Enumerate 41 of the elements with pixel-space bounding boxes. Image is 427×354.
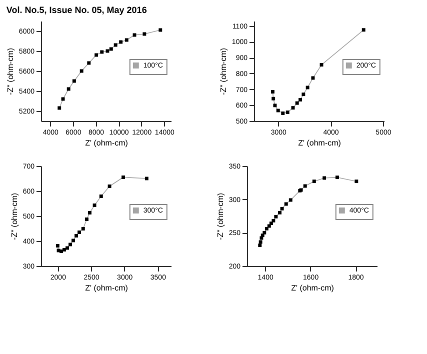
point [335, 176, 339, 180]
point [298, 98, 302, 102]
x-axis-title: Z' (ohm-cm) [298, 138, 342, 148]
point [81, 227, 85, 230]
y-axis-title: -Z'' (ohm-cm) [218, 48, 228, 96]
point [312, 180, 316, 184]
x-axis-title: Z' (ohm-cm) [291, 284, 334, 292]
point [122, 176, 125, 179]
point [295, 101, 299, 105]
x-axis-title: Z' (ohm-cm) [85, 284, 128, 292]
point [274, 214, 278, 218]
point [108, 184, 112, 188]
point [302, 92, 306, 96]
point [60, 250, 63, 253]
x-axis-title: Z' (ohm-cm) [85, 138, 128, 148]
point [258, 244, 262, 248]
point [262, 230, 266, 234]
point [270, 90, 274, 94]
text: Vol. No.5, Issue No. 05, May 2016 [6, 5, 147, 15]
y-axis-title: -Z'' (ohm-cm) [6, 48, 15, 96]
point [264, 226, 268, 230]
point [362, 28, 366, 32]
point [272, 218, 276, 222]
point [74, 234, 78, 238]
point [62, 248, 66, 252]
point [281, 111, 285, 115]
point [92, 204, 96, 207]
point [99, 194, 103, 198]
point [276, 108, 280, 112]
point [272, 96, 276, 100]
point [88, 211, 92, 214]
point [56, 244, 60, 248]
point [273, 104, 277, 108]
y-axis-title: -Z'' (ohm-cm) [10, 192, 19, 240]
point [280, 206, 284, 210]
point [278, 210, 282, 214]
y-axis-title: -Z'' (ohm-cm) [216, 192, 225, 240]
point [78, 230, 81, 234]
point [85, 218, 88, 221]
point [286, 110, 290, 114]
point [354, 180, 358, 184]
